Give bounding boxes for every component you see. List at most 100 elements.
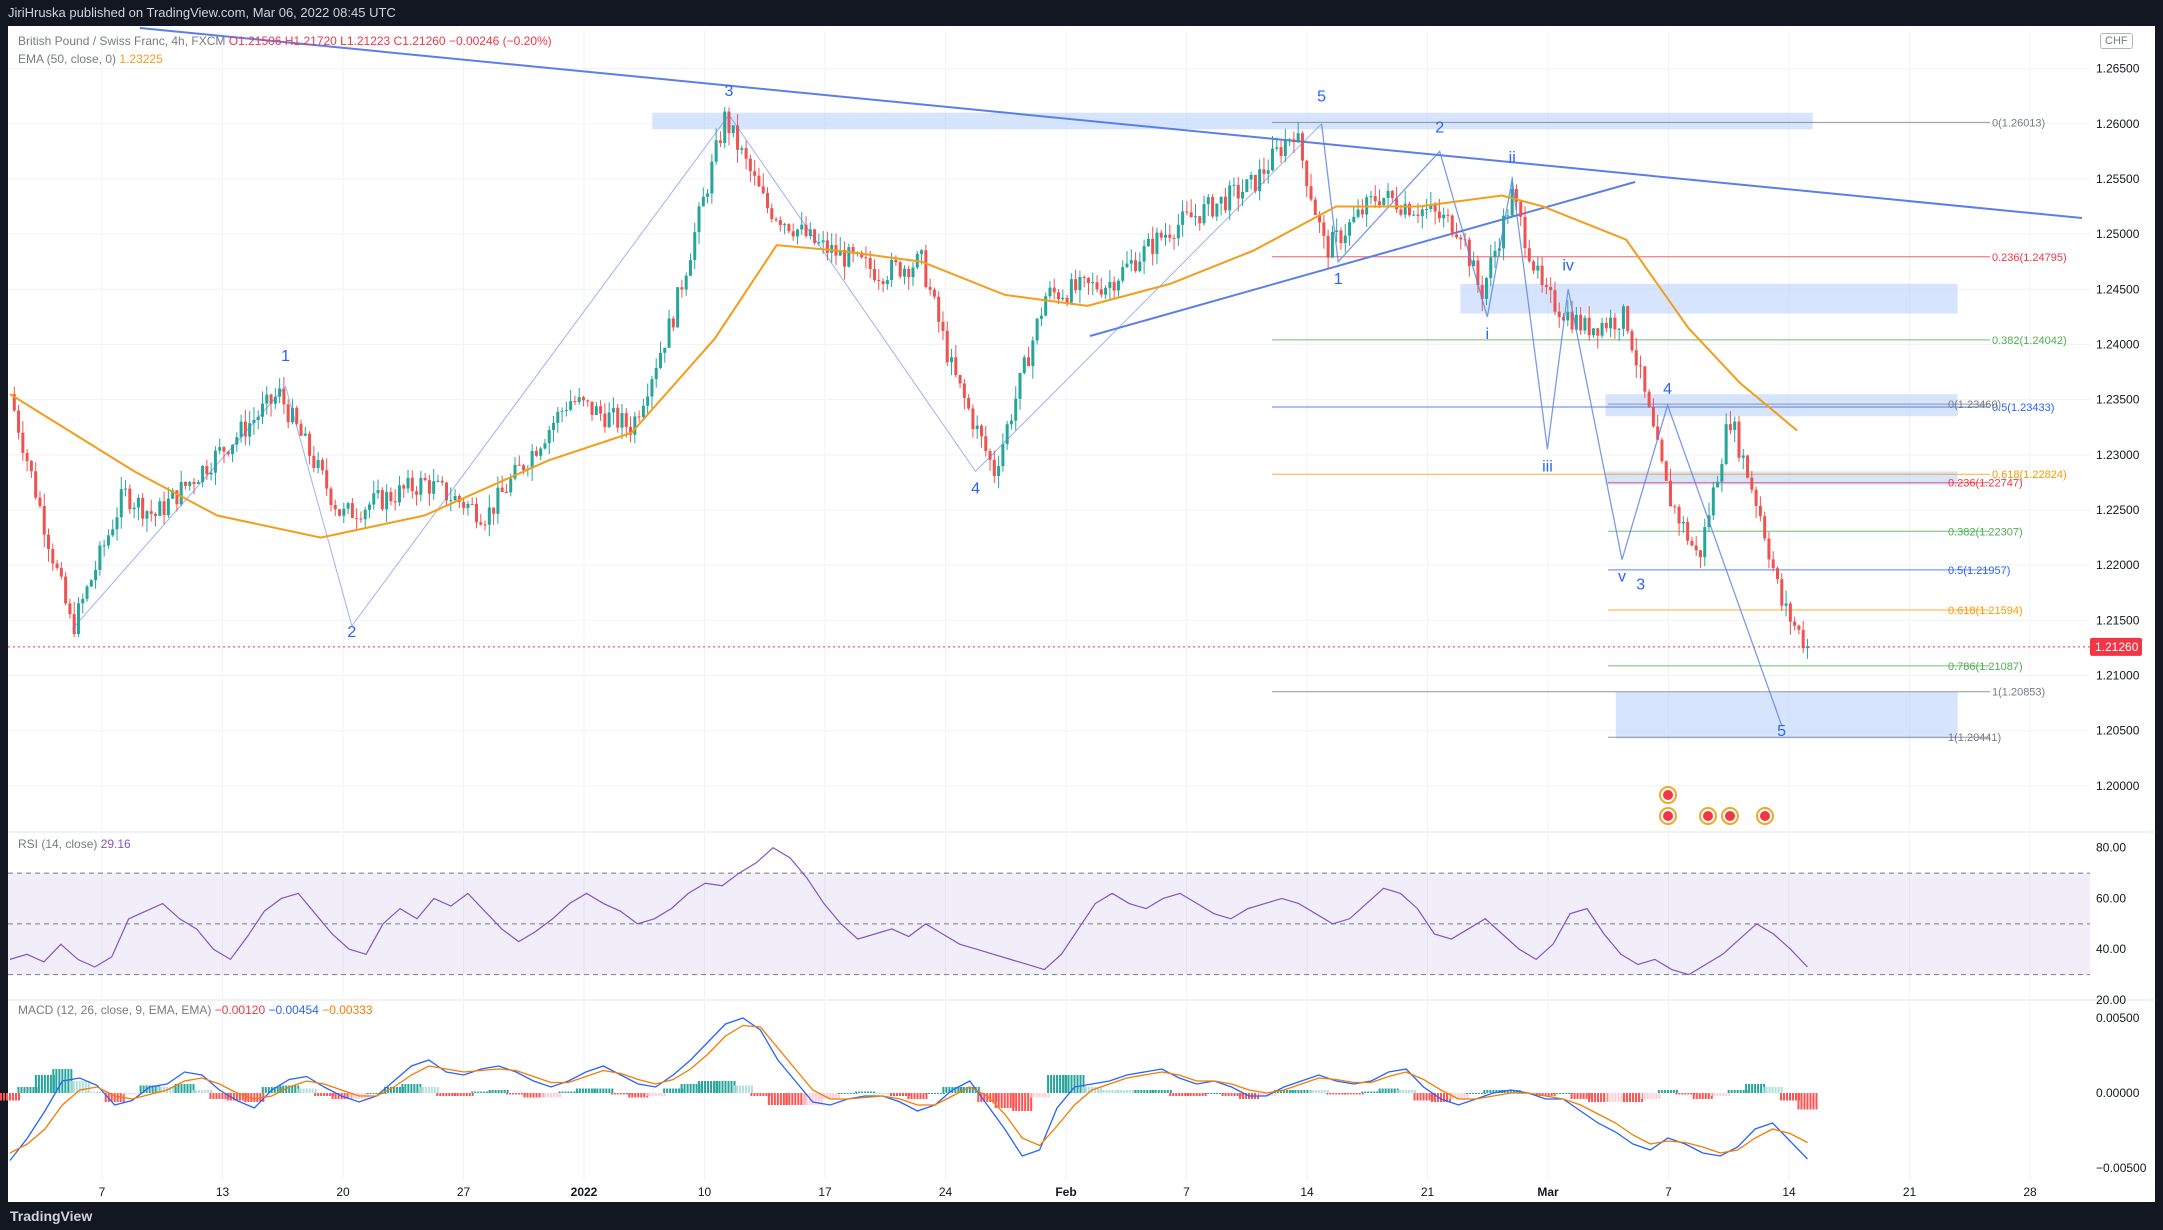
candle-body	[1686, 521, 1690, 541]
macd-histogram-bar	[1792, 1093, 1795, 1101]
macd-histogram-bar	[1323, 1090, 1326, 1093]
macd-histogram-bar	[1297, 1090, 1300, 1093]
candle-body	[740, 148, 744, 150]
macd-histogram-bar	[692, 1084, 695, 1093]
macd-histogram-bar	[1754, 1084, 1757, 1093]
macd-histogram-bar	[1565, 1093, 1568, 1094]
candle-body	[1643, 366, 1647, 392]
candle-body	[629, 426, 633, 435]
macd-histogram-bar	[852, 1093, 855, 1094]
candle-body	[552, 422, 556, 431]
candle-body	[367, 504, 371, 510]
candle-body	[1241, 191, 1245, 199]
macd-histogram-bar	[1239, 1093, 1242, 1099]
macd-histogram-bar	[462, 1093, 465, 1096]
macd-histogram-bar	[194, 1090, 197, 1093]
macd-histogram-bar	[93, 1091, 96, 1093]
candle-body	[671, 318, 675, 328]
wave-label: 4	[1663, 381, 1672, 398]
candle-body	[1027, 357, 1031, 367]
candle-body	[154, 513, 158, 516]
macd-histogram-bar	[1573, 1093, 1576, 1099]
macd-histogram-bar	[939, 1093, 942, 1094]
macd-line-value: −0.00454	[268, 1003, 319, 1017]
macd-histogram-bar	[1070, 1075, 1073, 1093]
fib-level-label: 0.382(1.22307)	[1948, 526, 2023, 538]
macd-histogram-bar	[1553, 1093, 1556, 1096]
macd-histogram-bar	[392, 1087, 395, 1093]
macd-histogram-bar	[1181, 1093, 1184, 1096]
macd-histogram-bar	[1795, 1093, 1798, 1101]
macd-histogram-bar	[1413, 1093, 1416, 1101]
price-tick-label: 1.21500	[2096, 613, 2140, 627]
macd-histogram-bar	[142, 1085, 145, 1093]
candle-body	[1069, 279, 1073, 303]
macd-histogram-bar	[927, 1093, 930, 1094]
candle-body	[273, 396, 277, 404]
last-price-label: 1.21260	[2095, 640, 2139, 654]
macd-histogram-bar	[977, 1093, 980, 1102]
macd-histogram-bar	[1411, 1090, 1414, 1093]
candle-body	[1746, 455, 1750, 478]
tradingview-logo[interactable]: TradingView	[10, 1208, 93, 1224]
macd-histogram-bar	[20, 1087, 23, 1093]
candle-body	[149, 511, 153, 514]
macd-histogram-bar	[468, 1093, 471, 1096]
macd-histogram-bar	[1489, 1090, 1492, 1093]
candle-body	[821, 240, 825, 243]
candle-body	[1493, 250, 1497, 258]
macd-histogram-bar	[1605, 1093, 1608, 1102]
candle-body	[402, 485, 406, 489]
time-tick-label: 20	[336, 1185, 350, 1199]
candle-body	[1656, 426, 1660, 440]
macd-histogram-bar	[1652, 1093, 1655, 1099]
macd-histogram-bar	[599, 1088, 602, 1093]
candle-body	[825, 240, 829, 253]
candle-body	[924, 250, 928, 287]
candle-body	[556, 411, 560, 423]
candle-body	[466, 503, 470, 508]
fib-level-label: 0.786(1.21087)	[1948, 661, 2023, 673]
candle-body	[787, 224, 791, 232]
candle-body	[423, 477, 427, 481]
macd-histogram-bar	[1186, 1093, 1189, 1096]
candle-body	[975, 425, 979, 430]
candle-body	[342, 508, 346, 516]
candle-body	[1793, 621, 1797, 626]
macd-histogram-bar	[401, 1084, 404, 1093]
macd-histogram-bar	[678, 1088, 681, 1093]
macd-histogram-bar	[273, 1087, 276, 1093]
candle-body	[1313, 199, 1317, 215]
macd-histogram-bar	[154, 1085, 157, 1093]
macd-histogram-bar	[1073, 1075, 1076, 1093]
currency-badge[interactable]: CHF	[2100, 33, 2133, 49]
macd-histogram-bar	[1326, 1093, 1329, 1095]
target-zone	[652, 112, 1813, 130]
flag-icon	[1725, 811, 1735, 821]
macd-histogram-bar	[329, 1093, 332, 1096]
macd-histogram-bar	[1219, 1093, 1222, 1094]
candle-body	[513, 464, 517, 479]
macd-histogram-bar	[1509, 1090, 1512, 1093]
candle-body	[1065, 297, 1069, 303]
macd-histogram-bar	[276, 1087, 279, 1093]
candle-body	[94, 569, 98, 581]
macd-histogram-bar	[1364, 1091, 1367, 1093]
macd-histogram-bar	[1620, 1093, 1623, 1102]
candle-body	[607, 412, 611, 428]
macd-histogram-bar	[1015, 1093, 1018, 1111]
macd-histogram-bar	[1783, 1093, 1786, 1101]
macd-histogram-bar	[1675, 1093, 1678, 1095]
price-tick-label: 1.21000	[2096, 669, 2140, 683]
macd-histogram-bar	[890, 1093, 893, 1096]
macd-histogram-bar	[1009, 1093, 1012, 1108]
macd-histogram-bar	[933, 1093, 936, 1094]
macd-histogram-bar	[261, 1087, 264, 1093]
candle-body	[171, 490, 175, 499]
macd-histogram-bar	[197, 1090, 200, 1093]
candle-body	[179, 481, 183, 505]
macd-histogram-bar	[936, 1093, 939, 1094]
candle-body	[1181, 211, 1185, 225]
macd-histogram-bar	[663, 1093, 666, 1096]
